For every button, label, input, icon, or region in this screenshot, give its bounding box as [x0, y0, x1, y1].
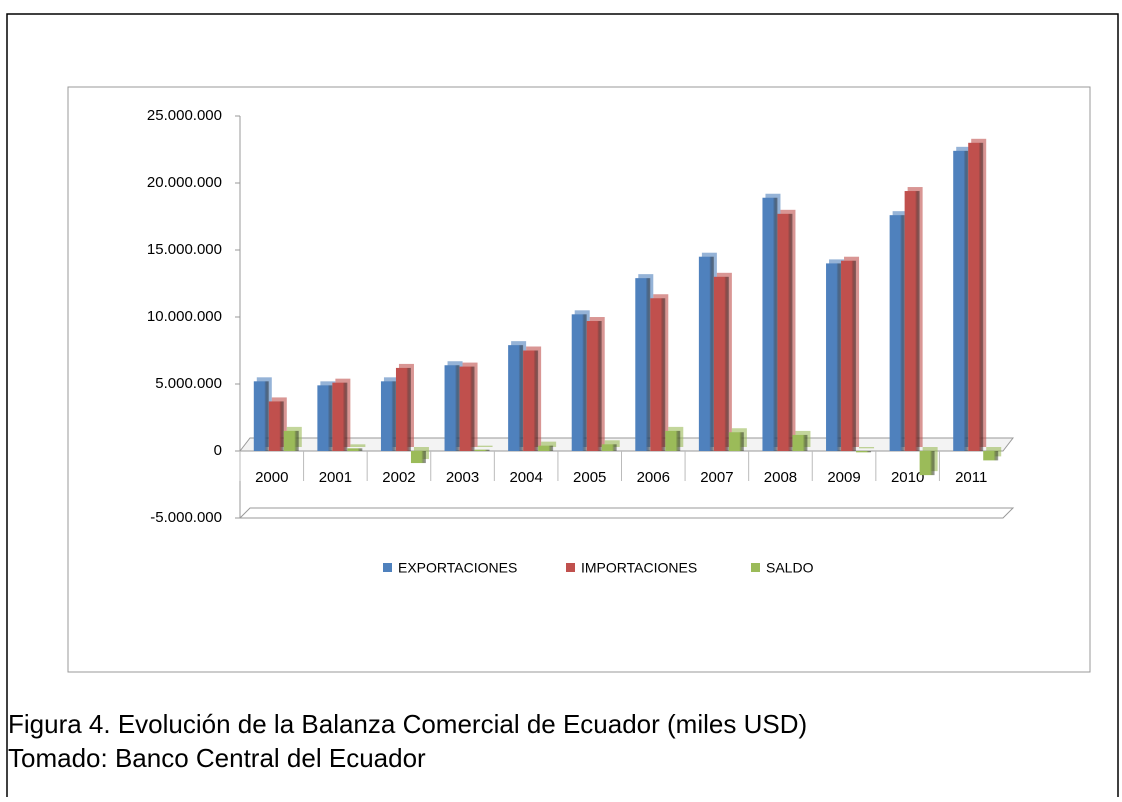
legend-swatch	[566, 563, 575, 572]
bar	[317, 385, 333, 451]
bar	[523, 350, 539, 451]
bar	[380, 381, 396, 451]
bar	[665, 430, 681, 451]
bar	[919, 451, 935, 476]
bar	[508, 345, 524, 451]
caption-line: Figura 4. Evolución de la Balanza Comerc…	[8, 709, 807, 739]
bar-back	[604, 440, 620, 447]
x-tick-label: 2004	[509, 469, 542, 486]
bar	[728, 432, 744, 451]
x-tick-label: 2002	[382, 469, 415, 486]
legend-label: SALDO	[766, 560, 814, 576]
x-tick-label: 2006	[637, 469, 670, 486]
legend-label: EXPORTACIONES	[398, 560, 517, 576]
bar-back	[859, 447, 875, 449]
bar	[410, 451, 426, 464]
x-tick-label: 2008	[764, 469, 797, 486]
bar-back	[477, 445, 493, 447]
bar	[983, 451, 999, 461]
bar	[904, 191, 920, 452]
floor	[238, 507, 1015, 519]
frame	[6, 13, 1119, 797]
y-tick-label: 10.000.000	[147, 308, 222, 325]
bar	[777, 213, 793, 451]
bar	[332, 382, 348, 451]
y-tick-label: -5.000.000	[150, 509, 222, 526]
bar	[395, 367, 411, 451]
bar	[635, 278, 651, 451]
x-tick-label: 2000	[255, 469, 288, 486]
bar-back	[350, 444, 366, 447]
bar	[762, 197, 778, 451]
bar	[698, 256, 714, 451]
bar	[571, 314, 587, 451]
bar	[856, 451, 872, 453]
y-tick-label: 5.000.000	[155, 375, 222, 392]
bar	[889, 215, 905, 451]
bar	[586, 321, 602, 451]
y-tick-label: 0	[214, 442, 222, 459]
bar	[792, 434, 808, 451]
x-tick-label: 2011	[955, 469, 987, 486]
legend-swatch	[383, 563, 392, 572]
bar	[713, 276, 729, 451]
bar	[347, 448, 363, 451]
bar	[968, 142, 984, 452]
bar-back	[541, 441, 557, 447]
bar	[283, 430, 299, 451]
bar	[268, 401, 284, 451]
x-tick-label: 2001	[319, 469, 352, 486]
x-tick-label: 2010	[891, 469, 924, 486]
bar	[459, 366, 475, 451]
bar	[474, 449, 490, 451]
x-tick-label: 2009	[827, 469, 860, 486]
bar	[538, 445, 554, 451]
bar	[601, 444, 617, 451]
caption-source: Tomado: Banco Central del Ecuador	[8, 743, 426, 773]
bar	[953, 150, 969, 451]
y-tick-label: 25.000.000	[147, 107, 222, 124]
x-tick-label: 2007	[700, 469, 733, 486]
y-tick-label: 15.000.000	[147, 241, 222, 258]
bar	[444, 365, 460, 451]
x-tick-label: 2003	[446, 469, 479, 486]
legend-swatch	[751, 563, 760, 572]
bar	[650, 298, 666, 451]
legend-label: IMPORTACIONES	[581, 560, 697, 576]
bar	[826, 263, 842, 451]
bar	[841, 260, 857, 451]
y-tick-label: 20.000.000	[147, 174, 222, 191]
bar	[253, 381, 269, 451]
x-tick-label: 2005	[573, 469, 606, 486]
